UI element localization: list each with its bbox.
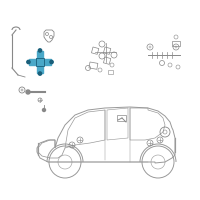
Bar	[108, 70, 113, 74]
Bar	[89, 62, 98, 69]
Bar	[36, 58, 44, 66]
Bar	[172, 41, 180, 46]
Bar	[37, 66, 43, 73]
Bar	[44, 59, 51, 65]
Circle shape	[38, 49, 42, 52]
Circle shape	[38, 72, 42, 75]
Bar	[117, 115, 126, 121]
Bar	[29, 59, 36, 65]
Circle shape	[26, 90, 30, 94]
Circle shape	[50, 60, 53, 64]
Bar	[36, 58, 44, 66]
Bar	[37, 51, 43, 58]
Bar	[103, 47, 111, 54]
Circle shape	[42, 108, 46, 112]
Bar	[91, 47, 99, 54]
Circle shape	[27, 60, 30, 64]
Bar	[103, 57, 111, 64]
